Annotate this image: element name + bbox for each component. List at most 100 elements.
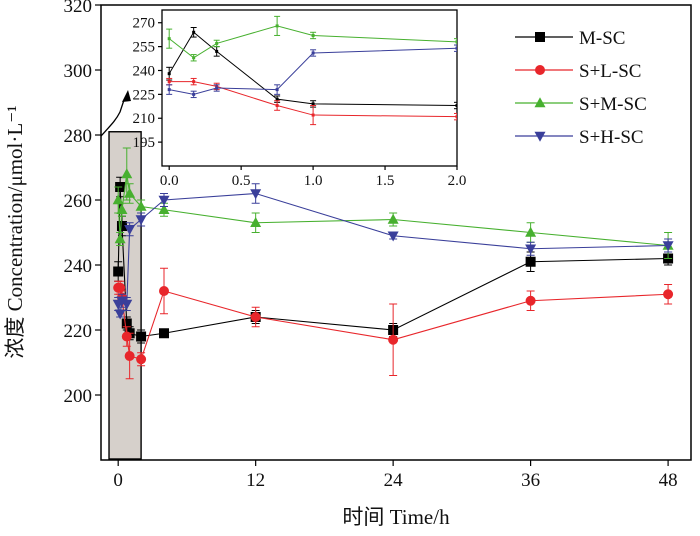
inset-series-line bbox=[168, 25, 457, 59]
y-axis-title: 浓度 Concentration/μmol·L⁻¹ bbox=[3, 105, 27, 358]
inset-data-point bbox=[167, 37, 171, 41]
data-point bbox=[135, 215, 147, 226]
data-point bbox=[112, 194, 124, 205]
data-point bbox=[525, 226, 537, 237]
inset-x-tick-label: 0.0 bbox=[160, 173, 179, 189]
main-series-group bbox=[112, 147, 674, 380]
x-axis-title: 时间 Time/h bbox=[342, 505, 450, 529]
inset-data-point bbox=[311, 33, 315, 37]
inset-plot-frame bbox=[161, 9, 458, 167]
inset-data-point bbox=[311, 102, 315, 106]
data-point bbox=[158, 195, 170, 206]
data-point bbox=[124, 351, 135, 361]
legend-label: S+H-SC bbox=[579, 127, 644, 148]
data-point bbox=[124, 187, 136, 198]
inset-y-tick-label: 225 bbox=[133, 87, 156, 103]
inset-data-point bbox=[455, 46, 457, 50]
inset-data-point bbox=[275, 88, 279, 92]
inset-data-point bbox=[455, 40, 457, 44]
data-point bbox=[525, 256, 536, 267]
y-tick-label: 200 bbox=[64, 386, 93, 407]
data-point bbox=[116, 204, 128, 214]
y-tick-label: 280 bbox=[64, 126, 93, 147]
zoom-arrow-head bbox=[122, 90, 131, 102]
legend-marker bbox=[535, 65, 545, 75]
data-point bbox=[114, 233, 126, 244]
inset-data-point bbox=[192, 80, 196, 84]
inset-data-point bbox=[275, 24, 279, 28]
inset-x-tick-label: 1.0 bbox=[304, 173, 323, 189]
inset-data-point bbox=[192, 56, 196, 60]
data-point bbox=[121, 299, 133, 310]
data-point bbox=[114, 309, 126, 320]
series-s-h-sc bbox=[112, 183, 674, 320]
data-point bbox=[525, 295, 536, 306]
inset-data-point bbox=[215, 86, 219, 90]
x-tick-label: 0 bbox=[113, 470, 123, 491]
inset-data-point bbox=[167, 72, 171, 76]
data-point bbox=[116, 221, 127, 231]
inset-series-line bbox=[168, 31, 457, 107]
series-s-l-sc bbox=[113, 267, 674, 380]
x-tick-label: 24 bbox=[384, 470, 404, 491]
data-point bbox=[387, 213, 399, 224]
y-tick-label: 220 bbox=[64, 321, 93, 342]
data-point bbox=[136, 354, 147, 365]
legend-item-s-h-sc: S+H-SC bbox=[515, 127, 644, 148]
data-point bbox=[115, 282, 126, 293]
inset-data-point bbox=[455, 104, 457, 108]
data-point bbox=[250, 312, 261, 322]
inset-x-tick-label: 2.0 bbox=[448, 173, 467, 189]
data-point bbox=[136, 331, 147, 342]
inset-series-s-h-sc bbox=[166, 44, 457, 99]
data-point bbox=[121, 318, 132, 329]
legend-label: M-SC bbox=[579, 28, 625, 49]
x-tick-label: 12 bbox=[246, 470, 265, 491]
inset-data-point bbox=[167, 80, 171, 84]
inset-y-tick-label: 240 bbox=[133, 63, 156, 79]
inset-data-point bbox=[455, 115, 457, 119]
data-point bbox=[250, 189, 262, 200]
data-point bbox=[662, 241, 674, 252]
zoom-connector-arrow bbox=[100, 99, 125, 137]
legend-label: S+L-SC bbox=[579, 61, 641, 82]
inset-series-s-m-sc bbox=[166, 15, 457, 62]
inset-data-point bbox=[311, 51, 315, 55]
legend-label: S+M-SC bbox=[579, 94, 647, 115]
x-tick-label: 36 bbox=[521, 470, 540, 491]
y-tick-label: 300 bbox=[64, 61, 93, 82]
series-line bbox=[117, 192, 669, 314]
inset-x-tick-label: 1.5 bbox=[376, 173, 395, 189]
legend-marker bbox=[535, 32, 545, 42]
inset-x-tick-label: 0.5 bbox=[232, 173, 251, 189]
data-point bbox=[121, 168, 133, 179]
data-point bbox=[663, 289, 674, 300]
inset-y-tick-label: 255 bbox=[133, 40, 156, 56]
inset-axes: 0.0 0.5 1.0 1.5 2.0 195 210 225 240 255 270 bbox=[133, 16, 467, 189]
data-point bbox=[387, 231, 399, 242]
inset-data-point bbox=[275, 104, 279, 108]
inset-series-line bbox=[169, 47, 457, 95]
legend: M-SC S+L-SC S+M-SC S+H-SC bbox=[515, 28, 647, 148]
legend-marker bbox=[534, 97, 546, 108]
inset-series-line bbox=[169, 81, 457, 118]
inset-series-group bbox=[166, 15, 457, 126]
inset-data-point bbox=[192, 92, 196, 96]
x-tick-label: 48 bbox=[659, 470, 678, 491]
y-tick-label: 240 bbox=[64, 256, 93, 277]
data-point bbox=[124, 225, 136, 235]
legend-item-m-sc: M-SC bbox=[515, 28, 625, 49]
data-point bbox=[159, 286, 170, 296]
inset-data-point bbox=[275, 97, 279, 101]
main-axes: 0 12 24 36 48 200 220 240 260 280 300 320 bbox=[64, 0, 678, 491]
legend-item-s-m-sc: S+M-SC bbox=[515, 94, 647, 115]
inset-y-tick-label: 210 bbox=[133, 111, 156, 127]
inset-series-m-sc bbox=[166, 27, 457, 110]
data-point bbox=[135, 200, 147, 211]
inset-y-tick-label: 270 bbox=[133, 16, 156, 32]
legend-item-s-l-sc: S+L-SC bbox=[515, 61, 641, 82]
data-point bbox=[116, 296, 128, 307]
series-s-m-sc bbox=[112, 147, 674, 259]
data-point bbox=[388, 334, 399, 345]
